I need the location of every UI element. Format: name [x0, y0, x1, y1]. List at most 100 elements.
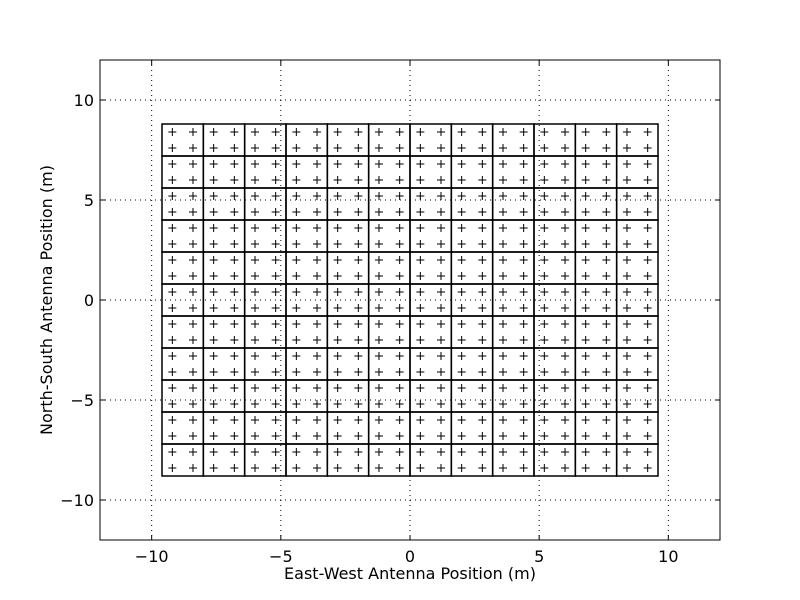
- antenna-marker: [209, 384, 218, 392]
- antenna-marker: [519, 128, 528, 136]
- antenna-marker: [478, 352, 487, 360]
- antenna-marker: [478, 240, 487, 248]
- antenna-marker: [251, 304, 259, 312]
- x-tick-labels: −10 −5 0 5 10: [135, 547, 679, 566]
- antenna-marker: [457, 160, 466, 168]
- antenna-marker: [581, 448, 590, 456]
- antenna-marker: [354, 192, 363, 200]
- antenna-marker: [395, 304, 404, 312]
- antenna-marker: [623, 416, 631, 424]
- antenna-marker: [209, 176, 218, 184]
- antenna-marker: [499, 448, 507, 456]
- antenna-marker: [230, 144, 239, 152]
- antenna-marker: [519, 416, 528, 424]
- antenna-marker: [623, 352, 631, 360]
- y-tick-label: −5: [70, 391, 94, 410]
- antenna-marker: [519, 288, 528, 296]
- antenna-marker: [457, 144, 466, 152]
- antenna-marker: [602, 128, 611, 136]
- antenna-marker: [271, 336, 280, 344]
- antenna-marker: [437, 256, 445, 264]
- antenna-marker: [354, 240, 363, 248]
- antenna-marker: [540, 128, 549, 136]
- antenna-marker: [623, 224, 631, 232]
- antenna-marker: [416, 240, 425, 248]
- antenna-marker: [271, 160, 280, 168]
- antenna-marker: [643, 384, 652, 392]
- antenna-marker: [602, 432, 611, 440]
- antenna-marker: [209, 240, 218, 248]
- antenna-marker: [189, 224, 197, 232]
- antenna-marker: [271, 304, 280, 312]
- antenna-marker: [519, 320, 528, 328]
- antenna-marker: [416, 464, 425, 472]
- antenna-marker: [623, 384, 631, 392]
- antenna-marker: [168, 272, 177, 280]
- antenna-marker: [416, 432, 425, 440]
- antenna-marker: [416, 416, 425, 424]
- antenna-marker: [623, 128, 631, 136]
- antenna-marker: [251, 256, 259, 264]
- antenna-marker: [457, 304, 466, 312]
- antenna-marker: [478, 192, 487, 200]
- y-tick-label: 10: [74, 91, 94, 110]
- antenna-marker: [519, 384, 528, 392]
- antenna-tile: [615, 123, 659, 157]
- antenna-marker: [189, 400, 197, 408]
- antenna-marker: [313, 224, 321, 232]
- antenna-marker: [333, 144, 342, 152]
- antenna-marker: [416, 224, 425, 232]
- antenna-marker: [478, 384, 487, 392]
- antenna-marker: [478, 160, 487, 168]
- antenna-marker: [168, 256, 177, 264]
- antenna-marker: [519, 352, 528, 360]
- antenna-marker: [189, 384, 197, 392]
- antenna-marker: [313, 336, 321, 344]
- antenna-marker: [333, 464, 342, 472]
- antenna-marker: [230, 416, 239, 424]
- antenna-marker: [519, 208, 528, 216]
- antenna-marker: [209, 320, 218, 328]
- antenna-marker: [375, 400, 383, 408]
- antenna-marker: [437, 464, 445, 472]
- antenna-marker: [581, 208, 590, 216]
- antenna-marker: [437, 352, 445, 360]
- antenna-marker: [271, 432, 280, 440]
- antenna-marker: [623, 240, 631, 248]
- antenna-marker: [602, 256, 611, 264]
- antenna-marker: [230, 432, 239, 440]
- antenna-marker: [292, 256, 301, 264]
- antenna-marker: [209, 336, 218, 344]
- antenna-marker: [478, 224, 487, 232]
- y-tick-labels: −10 −5 0 5 10: [60, 91, 94, 510]
- antenna-marker: [251, 192, 259, 200]
- antenna-marker: [292, 352, 301, 360]
- antenna-marker: [189, 272, 197, 280]
- antenna-marker: [271, 384, 280, 392]
- antenna-marker: [333, 224, 342, 232]
- y-tick-label: −10: [60, 491, 94, 510]
- x-tick-label: −10: [135, 547, 169, 566]
- antenna-marker: [478, 368, 487, 376]
- antenna-marker: [581, 336, 590, 344]
- antenna-marker: [354, 256, 363, 264]
- antenna-marker: [499, 288, 507, 296]
- antenna-marker: [395, 464, 404, 472]
- antenna-marker: [292, 336, 301, 344]
- antenna-marker: [457, 192, 466, 200]
- antenna-marker: [499, 128, 507, 136]
- antenna-marker: [375, 288, 383, 296]
- antenna-marker: [561, 192, 569, 200]
- antenna-marker: [457, 416, 466, 424]
- antenna-marker: [271, 368, 280, 376]
- antenna-marker: [209, 160, 218, 168]
- antenna-marker: [271, 192, 280, 200]
- antenna-marker: [499, 160, 507, 168]
- antenna-marker: [230, 448, 239, 456]
- antenna-marker: [375, 224, 383, 232]
- antenna-marker: [581, 144, 590, 152]
- antenna-marker: [313, 368, 321, 376]
- antenna-marker: [561, 432, 569, 440]
- antenna-marker: [540, 304, 549, 312]
- antenna-marker: [230, 208, 239, 216]
